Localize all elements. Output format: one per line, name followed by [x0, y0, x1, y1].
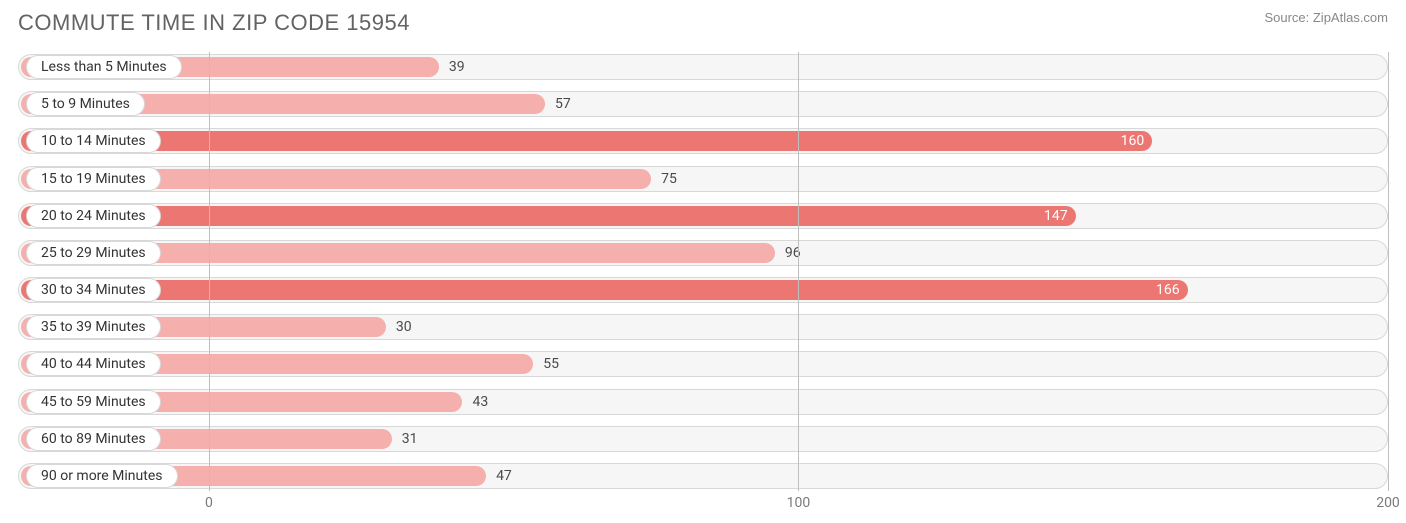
bar-value: 160 — [1121, 133, 1145, 149]
bar-label-pill: 25 to 29 Minutes — [26, 241, 161, 265]
x-tick-label: 0 — [205, 495, 213, 511]
bar-value: 75 — [661, 171, 677, 187]
bar-row: 75 15 to 19 Minutes — [18, 164, 1388, 194]
bar-row: 55 40 to 44 Minutes — [18, 349, 1388, 379]
x-axis: 0100200 — [18, 495, 1388, 515]
bar-label-pill: 45 to 59 Minutes — [26, 390, 161, 414]
bar-value: 43 — [472, 394, 488, 410]
bar-value: 57 — [555, 96, 571, 112]
bar-row: 166 30 to 34 Minutes — [18, 275, 1388, 305]
bar-label-pill: 10 to 14 Minutes — [26, 129, 161, 153]
bar-label-pill: 20 to 24 Minutes — [26, 204, 161, 228]
bar-row: 31 60 to 89 Minutes — [18, 424, 1388, 454]
bar-value: 47 — [496, 468, 512, 484]
bar-row: 39 Less than 5 Minutes — [18, 52, 1388, 82]
bar-value: 31 — [402, 431, 418, 447]
bar-label-pill: 30 to 34 Minutes — [26, 278, 161, 302]
bar-row: 43 45 to 59 Minutes — [18, 387, 1388, 417]
bar-value: 39 — [449, 59, 465, 75]
bar-label-pill: 15 to 19 Minutes — [26, 167, 161, 191]
chart-title: COMMUTE TIME IN ZIP CODE 15954 — [18, 10, 410, 36]
bar-rows: 39 Less than 5 Minutes 57 5 to 9 Minutes 160… — [18, 52, 1388, 491]
gridline — [209, 52, 210, 491]
bar-row: 57 5 to 9 Minutes — [18, 89, 1388, 119]
bar-label-pill: 60 to 89 Minutes — [26, 427, 161, 451]
bar-row: 147 20 to 24 Minutes — [18, 201, 1388, 231]
bar-label-pill: Less than 5 Minutes — [26, 55, 182, 79]
header: COMMUTE TIME IN ZIP CODE 15954 Source: Z… — [0, 0, 1406, 42]
bar — [21, 280, 1188, 300]
gridline — [798, 52, 799, 491]
bar-label-pill: 40 to 44 Minutes — [26, 352, 161, 376]
bar-row: 160 10 to 14 Minutes — [18, 126, 1388, 156]
bar-value: 30 — [396, 319, 412, 335]
bar-label-pill: 5 to 9 Minutes — [26, 92, 145, 116]
gridline — [1388, 52, 1389, 491]
bar-row: 30 35 to 39 Minutes — [18, 312, 1388, 342]
bar-row: 9625 to 29 Minutes — [18, 238, 1388, 268]
x-tick-label: 100 — [787, 495, 811, 511]
bar-label-pill: 90 or more Minutes — [26, 464, 178, 488]
bar-value: 55 — [543, 356, 559, 372]
chart-area: 39 Less than 5 Minutes 57 5 to 9 Minutes 160… — [18, 52, 1388, 491]
bar-value: 147 — [1044, 208, 1068, 224]
bar — [21, 206, 1076, 226]
bar-label-pill: 35 to 39 Minutes — [26, 315, 161, 339]
source-name: ZipAtlas.com — [1313, 10, 1388, 25]
source-prefix: Source: — [1264, 10, 1312, 25]
bar — [21, 131, 1152, 151]
bar-row: 47 90 or more Minutes — [18, 461, 1388, 491]
bar-value: 166 — [1156, 282, 1180, 298]
x-tick-label: 200 — [1376, 495, 1400, 511]
chart-source: Source: ZipAtlas.com — [1264, 10, 1388, 25]
